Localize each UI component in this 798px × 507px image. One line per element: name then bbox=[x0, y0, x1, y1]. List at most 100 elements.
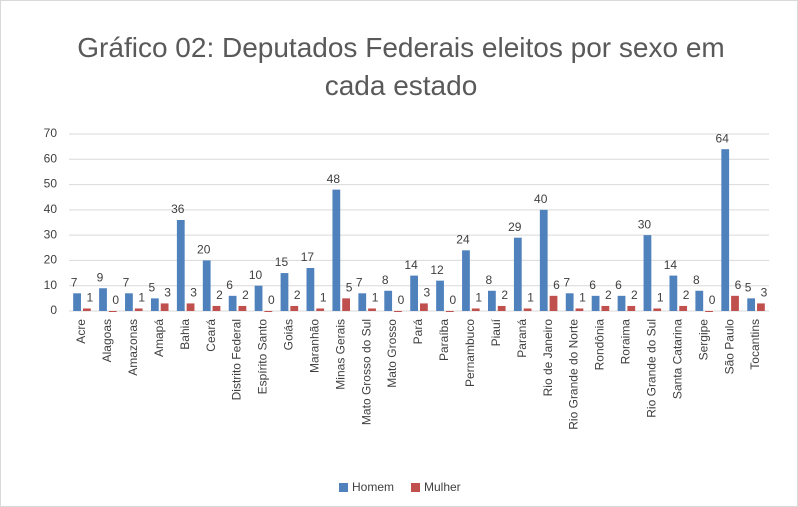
data-label: 3 bbox=[424, 286, 431, 300]
data-label: 14 bbox=[664, 258, 678, 272]
x-tick-label: Ceará bbox=[204, 319, 218, 352]
bar bbox=[82, 308, 91, 311]
bar bbox=[290, 305, 299, 311]
data-label: 7 bbox=[563, 275, 570, 289]
y-tick-label: 30 bbox=[44, 227, 58, 241]
data-label: 8 bbox=[693, 273, 700, 287]
bar bbox=[134, 308, 143, 311]
bar bbox=[254, 285, 263, 311]
data-label: 3 bbox=[190, 286, 197, 300]
bar bbox=[202, 260, 211, 311]
data-label: 7 bbox=[356, 275, 363, 289]
bar bbox=[212, 305, 221, 311]
bar bbox=[513, 237, 522, 311]
y-tick-label: 10 bbox=[44, 278, 58, 292]
data-label: 2 bbox=[242, 288, 249, 302]
data-label: 5 bbox=[149, 281, 156, 295]
bar bbox=[679, 305, 688, 311]
data-label: 1 bbox=[475, 291, 482, 305]
data-label: 5 bbox=[346, 281, 353, 295]
data-label: 6 bbox=[589, 278, 596, 292]
bar bbox=[669, 275, 678, 311]
bar bbox=[125, 293, 133, 311]
x-tick-label: Pernambuco bbox=[463, 319, 477, 387]
bar bbox=[306, 268, 315, 311]
bar bbox=[549, 295, 558, 311]
x-tick-label: São Paulo bbox=[722, 319, 736, 375]
bar bbox=[705, 311, 713, 312]
data-label: 0 bbox=[268, 293, 275, 307]
bar bbox=[238, 305, 247, 311]
y-tick-label: 20 bbox=[44, 253, 58, 267]
bar bbox=[342, 298, 350, 311]
bar bbox=[601, 305, 610, 311]
bar bbox=[591, 295, 600, 311]
x-tick-label: Rio de Janeiro bbox=[541, 319, 555, 397]
x-tick-label: Sergipe bbox=[696, 319, 710, 361]
bar bbox=[160, 303, 169, 311]
data-label: 0 bbox=[449, 293, 456, 307]
bar bbox=[420, 303, 428, 311]
x-tick-label: Mato Grosso bbox=[385, 319, 399, 388]
data-label: 15 bbox=[275, 255, 289, 269]
bar bbox=[627, 305, 636, 311]
bar bbox=[436, 280, 444, 311]
data-label: 0 bbox=[709, 293, 716, 307]
y-tick-label: 60 bbox=[44, 151, 58, 165]
data-label: 1 bbox=[527, 291, 534, 305]
bar bbox=[332, 189, 341, 311]
bar bbox=[176, 219, 185, 311]
x-tick-label: Espírito Santo bbox=[256, 319, 270, 395]
data-label: 1 bbox=[87, 291, 94, 305]
legend-label: Mulher bbox=[424, 480, 461, 494]
legend-swatch bbox=[339, 483, 348, 492]
x-tick-label: Santa Catarina bbox=[670, 319, 684, 399]
data-label: 3 bbox=[761, 286, 768, 300]
data-label: 7 bbox=[123, 275, 130, 289]
data-label: 12 bbox=[430, 263, 444, 277]
data-label: 5 bbox=[745, 281, 752, 295]
y-tick-label: 0 bbox=[50, 303, 57, 317]
bar bbox=[368, 308, 376, 311]
data-label: 7 bbox=[71, 275, 78, 289]
bar bbox=[565, 293, 574, 311]
data-label: 2 bbox=[605, 288, 612, 302]
data-label: 17 bbox=[301, 250, 315, 264]
data-label: 9 bbox=[97, 270, 104, 284]
data-label: 1 bbox=[579, 291, 586, 305]
data-label: 64 bbox=[716, 131, 730, 145]
data-label: 6 bbox=[553, 278, 560, 292]
x-tick-label: Maranhão bbox=[307, 319, 321, 373]
data-label: 6 bbox=[615, 278, 622, 292]
bar bbox=[394, 311, 402, 312]
data-label: 1 bbox=[320, 291, 327, 305]
bar bbox=[410, 275, 418, 311]
x-tick-label: Rio Grande do Norte bbox=[567, 319, 581, 430]
x-tick-label: Distrito Federal bbox=[230, 319, 244, 400]
data-label: 14 bbox=[404, 258, 418, 272]
data-label: 8 bbox=[382, 273, 389, 287]
x-tick-label: Amazonas bbox=[126, 319, 140, 376]
x-tick-label: Tocantins bbox=[748, 319, 762, 370]
x-tick-label: Roraima bbox=[619, 319, 633, 365]
data-label: 2 bbox=[631, 288, 638, 302]
data-label: 30 bbox=[638, 217, 652, 231]
bar bbox=[73, 293, 81, 311]
bar bbox=[150, 298, 159, 311]
x-tick-label: Pará bbox=[411, 319, 425, 345]
x-tick-label: Rio Grande do Sul bbox=[645, 319, 659, 418]
x-tick-label: Paraná bbox=[515, 319, 529, 358]
data-label: 40 bbox=[534, 192, 548, 206]
y-tick-label: 50 bbox=[44, 177, 58, 191]
data-label: 2 bbox=[683, 288, 690, 302]
bar bbox=[358, 293, 367, 311]
data-label: 1 bbox=[657, 291, 664, 305]
bar bbox=[228, 295, 237, 311]
bar bbox=[643, 235, 652, 311]
bar bbox=[384, 290, 393, 311]
data-label: 1 bbox=[372, 291, 379, 305]
data-label: 2 bbox=[501, 288, 508, 302]
x-tick-label: Paraíba bbox=[437, 319, 451, 361]
y-tick-label: 70 bbox=[44, 126, 58, 140]
